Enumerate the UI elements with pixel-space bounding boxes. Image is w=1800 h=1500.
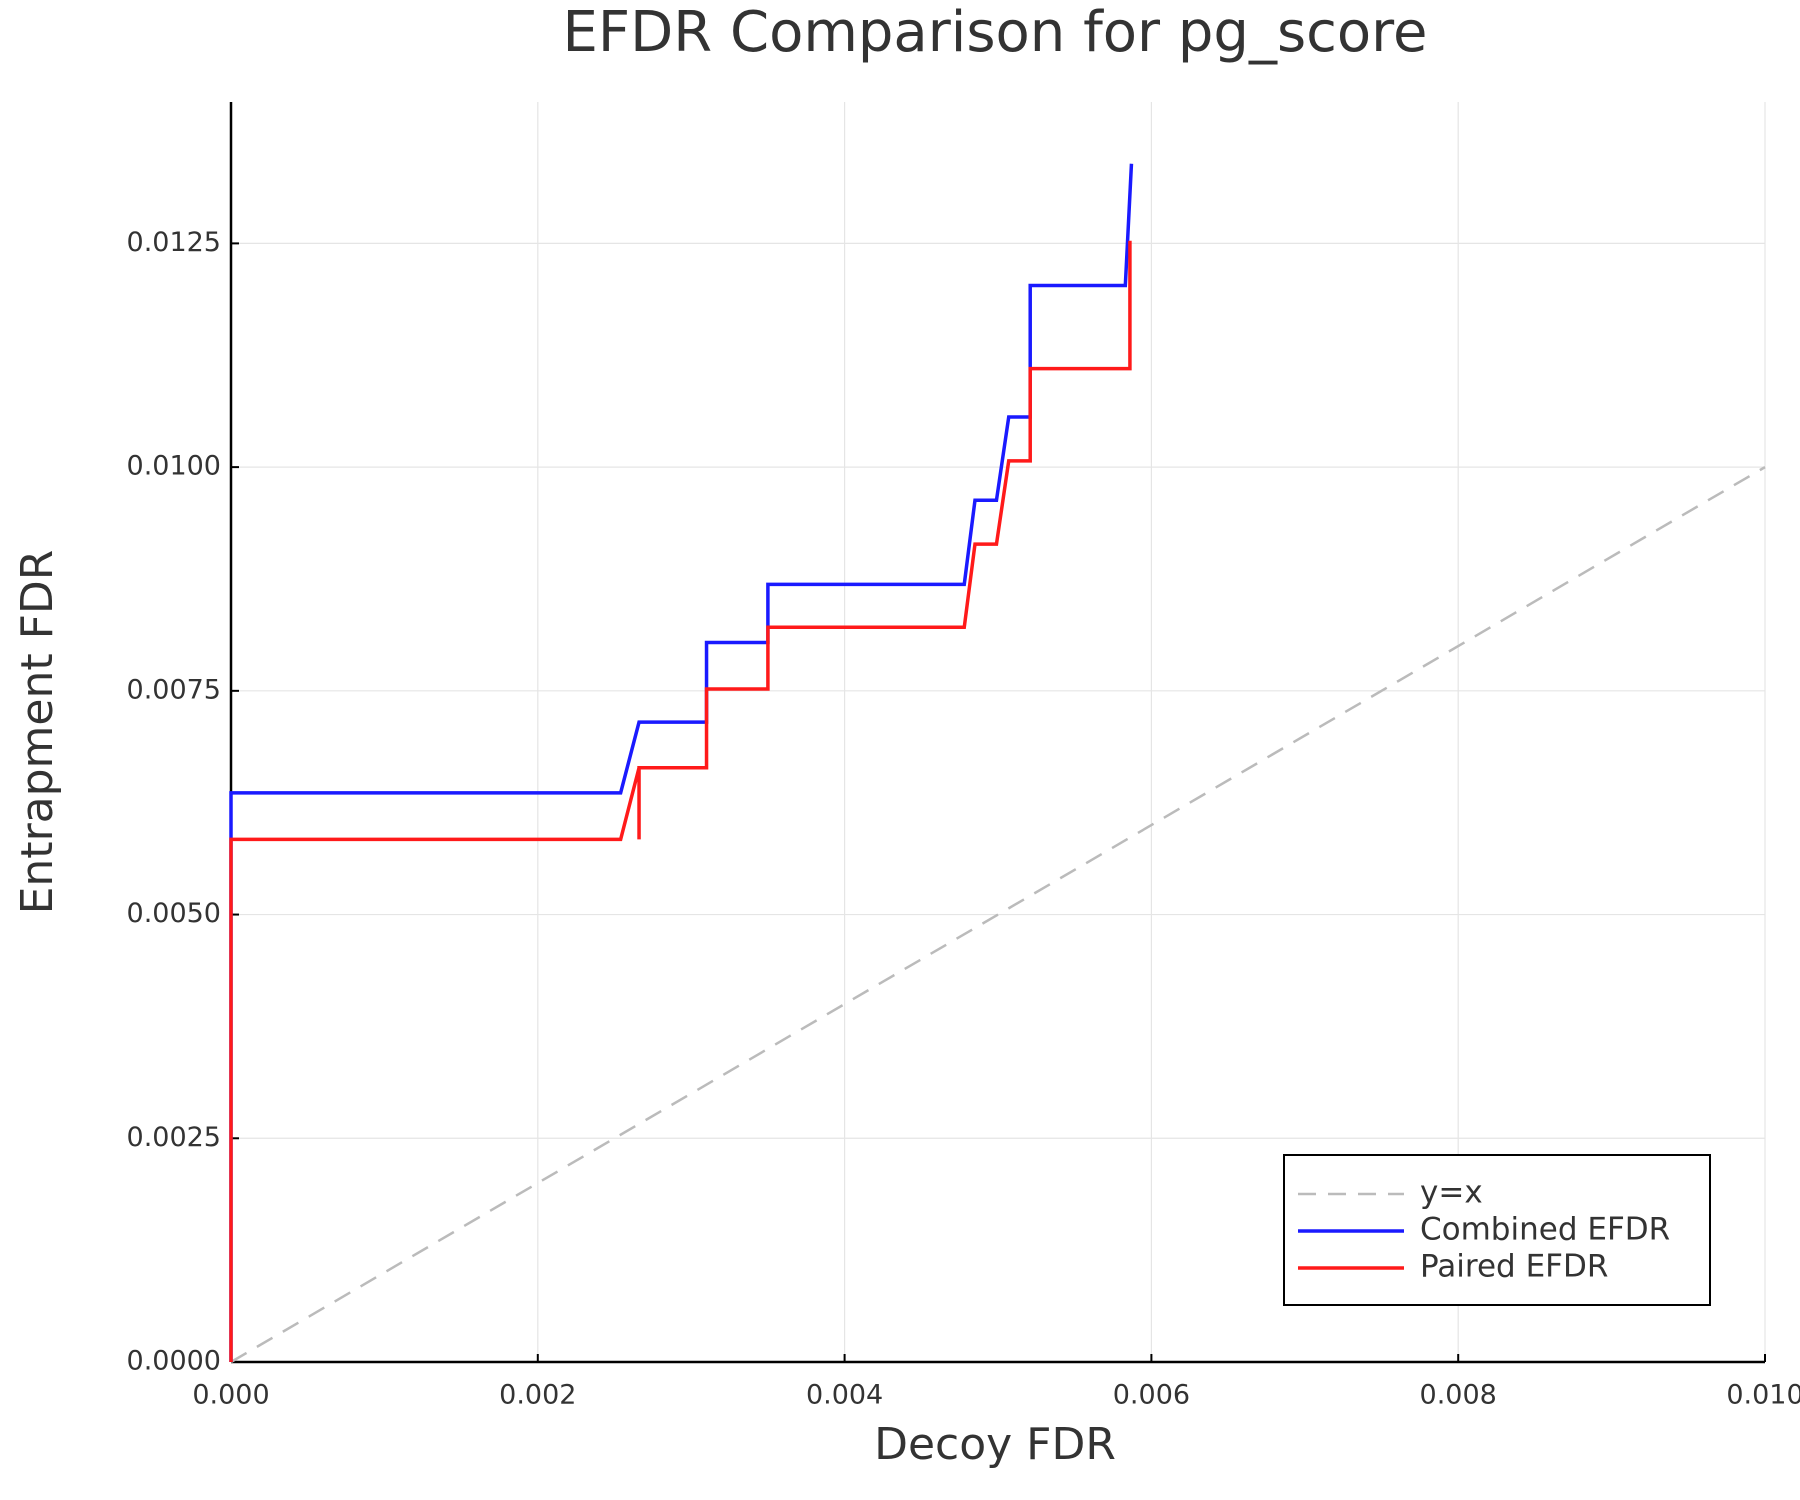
x-tick-label: 0.008: [1420, 1380, 1497, 1411]
legend-label: Combined EFDR: [1420, 1212, 1670, 1248]
y-tick-label: 0.0050: [127, 898, 221, 929]
y-tick-label: 0.0075: [127, 674, 221, 705]
y-tick-label: 0.0025: [127, 1122, 221, 1153]
y-axis-label: Entrapment FDR: [12, 550, 63, 915]
legend-label: y=x: [1420, 1175, 1483, 1211]
y-tick-label: 0.0100: [127, 451, 221, 482]
legend-label: Paired EFDR: [1420, 1249, 1608, 1285]
x-tick-label: 0.006: [1113, 1380, 1190, 1411]
x-tick-label: 0.004: [806, 1380, 883, 1411]
series-line: [229, 163, 1134, 1362]
x-tick-label: 0.002: [499, 1380, 576, 1411]
series-line: [229, 240, 1132, 1362]
chart-title: EFDR Comparison for pg_score: [563, 0, 1428, 65]
x-tick-label: 0.000: [192, 1380, 269, 1411]
y-tick-label: 0.0000: [127, 1346, 221, 1377]
x-tick-label: 0.010: [1726, 1380, 1800, 1411]
x-axis-label: Decoy FDR: [874, 1419, 1116, 1470]
series-line: [230, 466, 1766, 1364]
y-tick-label: 0.0125: [127, 227, 221, 258]
